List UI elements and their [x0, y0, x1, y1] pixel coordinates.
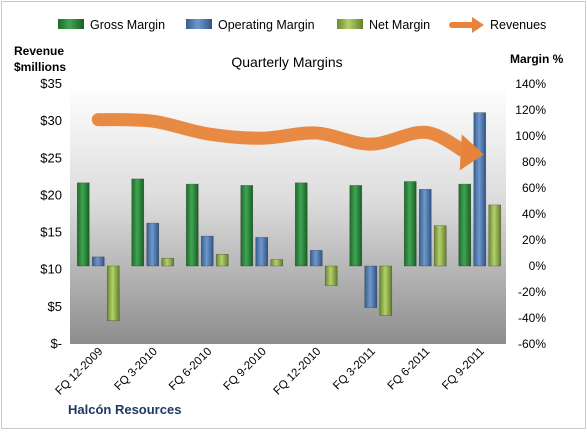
- right-tick-label: 120%: [515, 103, 546, 117]
- bar-net-margin: [161, 257, 175, 267]
- bar-net-margin: [379, 265, 393, 316]
- left-tick-label: $20: [40, 187, 62, 202]
- category-label: FQ 9-2011: [440, 346, 487, 393]
- right-tick-label: -60%: [518, 337, 546, 351]
- bar-gross-margin: [294, 182, 308, 267]
- legend-swatch-net-margin: [337, 19, 363, 29]
- bar-net-margin: [270, 259, 284, 267]
- bar-gross-margin: [131, 178, 145, 267]
- category-label: FQ 3-2011: [331, 346, 378, 393]
- bar-operating-margin: [418, 189, 432, 267]
- category-label: FQ 6-2010: [167, 346, 214, 393]
- bar-operating-margin: [146, 222, 160, 267]
- category-label: FQ 6-2011: [386, 346, 433, 393]
- right-tick-label: 100%: [515, 129, 546, 143]
- right-tick-label: 40%: [522, 207, 546, 221]
- bar-operating-margin: [473, 112, 487, 267]
- revenue-point: [370, 143, 372, 145]
- left-axis-ticks: $- $5 $10 $15 $20 $25 $30 $35: [40, 76, 62, 351]
- left-tick-label: $25: [40, 150, 62, 165]
- bar-net-margin: [324, 265, 338, 286]
- right-tick-label: 0%: [529, 259, 547, 273]
- legend-label-revenues: Revenues: [490, 18, 546, 32]
- right-tick-label: 60%: [522, 181, 546, 195]
- category-labels: FQ 12-2009 FQ 3-2010 FQ 6-2010 FQ 9-2010 FQ …: [53, 346, 486, 398]
- revenue-point: [206, 133, 208, 135]
- left-tick-label: $-: [50, 336, 62, 351]
- right-tick-label: 20%: [522, 233, 546, 247]
- revenue-point: [465, 151, 467, 153]
- category-label: FQ 9-2010: [222, 346, 269, 393]
- left-tick-label: $35: [40, 76, 62, 91]
- left-tick-label: $15: [40, 225, 62, 240]
- bar-gross-margin: [76, 182, 90, 267]
- right-tick-label: -20%: [518, 285, 546, 299]
- revenue-line: [91, 113, 473, 159]
- bar-marks: [76, 112, 502, 321]
- legend-arrow-revenues: [449, 17, 484, 33]
- chart-title: Quarterly Margins: [231, 54, 342, 70]
- bar-gross-margin: [240, 185, 254, 267]
- legend-label-gross-margin: Gross Margin: [90, 18, 165, 32]
- left-tick-label: $10: [40, 262, 62, 277]
- company-label: Halcón Resources: [68, 402, 181, 417]
- bar-operating-margin: [364, 265, 378, 308]
- right-tick-label: -40%: [518, 311, 546, 325]
- category-label: FQ 12-2010: [271, 346, 323, 398]
- revenue-point: [261, 137, 263, 139]
- revenue-point: [315, 132, 317, 134]
- right-axis-ticks: -60% -40% -20% 0% 20% 40% 60% 80% 100% 120% 140%: [515, 77, 546, 351]
- revenue-line-group: [91, 113, 484, 171]
- legend: Gross Margin Operating Margin Net Margin…: [58, 17, 546, 33]
- legend-swatch-gross-margin: [58, 19, 84, 29]
- legend-label-net-margin: Net Margin: [369, 18, 430, 32]
- category-label: FQ 12-2009: [53, 346, 105, 398]
- bar-operating-margin: [309, 250, 323, 267]
- revenue-arrowhead: [459, 134, 484, 171]
- bar-net-margin: [488, 204, 502, 267]
- bar-gross-margin: [185, 183, 199, 267]
- left-axis-title-line1: Revenue: [14, 44, 64, 58]
- bar-operating-margin: [255, 237, 269, 267]
- legend-swatch-operating-margin: [186, 19, 212, 29]
- bar-gross-margin: [349, 185, 363, 267]
- bar-net-margin: [215, 254, 229, 267]
- left-tick-label: $30: [40, 113, 62, 128]
- left-tick-label: $5: [48, 299, 62, 314]
- revenue-point: [424, 131, 426, 133]
- bar-net-margin: [433, 225, 447, 267]
- bar-operating-margin: [200, 235, 214, 267]
- revenue-point: [152, 120, 154, 122]
- revenue-point: [97, 119, 99, 121]
- left-axis-title-line2: $millions: [14, 60, 66, 74]
- bar-net-margin: [106, 265, 120, 321]
- right-tick-label: 140%: [515, 77, 546, 91]
- category-label: FQ 3-2010: [113, 346, 160, 393]
- legend-label-operating-margin: Operating Margin: [218, 18, 315, 32]
- bar-operating-margin: [91, 256, 105, 267]
- right-axis-title: Margin %: [510, 52, 564, 66]
- bar-gross-margin: [403, 181, 417, 267]
- bar-gross-margin: [458, 183, 472, 267]
- right-tick-label: 80%: [522, 155, 546, 169]
